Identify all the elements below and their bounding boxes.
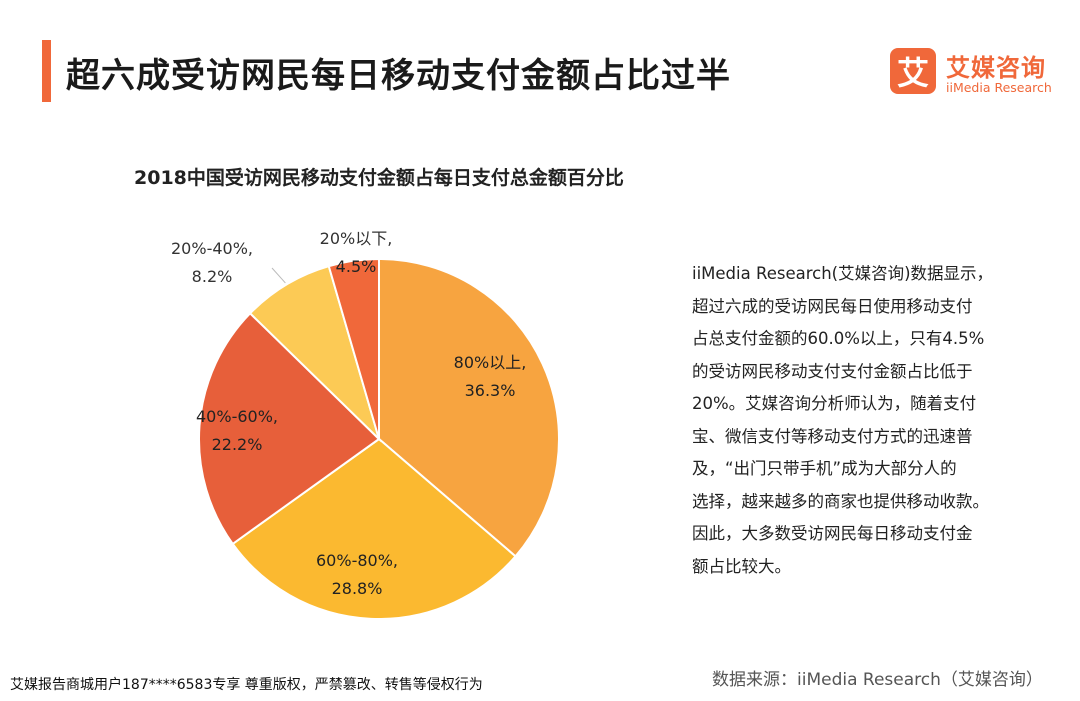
description-line: iiMedia Research(艾媒咨询)数据显示， (692, 264, 994, 283)
page-title: 超六成受访网民每日移动支付金额占比过半 (66, 56, 731, 96)
description-line: 占总支付金额的60.0%以上，只有4.5% (692, 329, 985, 348)
pie-leader-lines (271, 267, 286, 284)
description-line: 选择，越来越多的商家也提供移动收款。 (692, 491, 989, 511)
title-accent-bar (42, 40, 51, 102)
description-line: 超过六成的受访网民每日使用移动支付 (692, 296, 973, 316)
brand-logo: 艾 艾媒咨询 iiMedia Research (890, 48, 1060, 100)
logo-icon: 艾 (890, 48, 936, 94)
description-line: 及，“出门只带手机”成为大部分人的 (692, 459, 957, 478)
slice-value-label: 4.5% (336, 257, 377, 276)
slice-category-label: 60%-80%, (316, 551, 398, 570)
leader-line (271, 267, 286, 284)
description-line: 因此，大多数受访网民每日移动支付金 (692, 524, 973, 543)
chart-title: 2018中国受访网民移动支付金额占每日支付总金额百分比 (134, 167, 624, 189)
description-line: 额占比较大。 (692, 556, 791, 576)
slice-category-label: 80%以上, (454, 353, 527, 372)
description-text: iiMedia Research(艾媒咨询)数据显示， 超过六成的受访网民每日使… (692, 258, 1032, 583)
slice-category-label: 20%-40%, (171, 239, 253, 258)
data-source: 数据来源：iiMedia Research（艾媒咨询） (712, 670, 1043, 690)
slice-value-label: 36.3% (465, 381, 516, 400)
description-line: 宝、微信支付等移动支付方式的迅速普 (692, 426, 973, 446)
slice-value-label: 22.2% (212, 435, 263, 454)
copyright-notice: 艾媒报告商城用户187****6583专享 尊重版权，严禁篡改、转售等侵权行为 (10, 677, 483, 693)
pie-slice (248, 264, 382, 443)
pie-slice (327, 257, 380, 440)
pie-slice (198, 311, 381, 546)
description-line: 20%。艾媒咨询分析师认为，随着支付 (692, 394, 977, 413)
slice-category-label: 40%-60%, (196, 407, 278, 426)
slice-value-label: 8.2% (192, 267, 233, 286)
pie-slice (378, 257, 560, 558)
logo-cn-text: 艾媒咨询 (946, 54, 1046, 82)
slice-category-label: 20%以下, (320, 229, 393, 248)
pie-labels: 80%以上, 36.3% 60%-80%, 28.8% 40%-60%, 22.2% 20%… (171, 229, 526, 598)
slice-value-label: 28.8% (332, 579, 383, 598)
pie-slices (198, 257, 560, 620)
logo-en-text: iiMedia Research (946, 80, 1052, 95)
pie-slice (231, 437, 517, 620)
description-line: 的受访网民移动支付支付金额占比低于 (692, 361, 973, 381)
